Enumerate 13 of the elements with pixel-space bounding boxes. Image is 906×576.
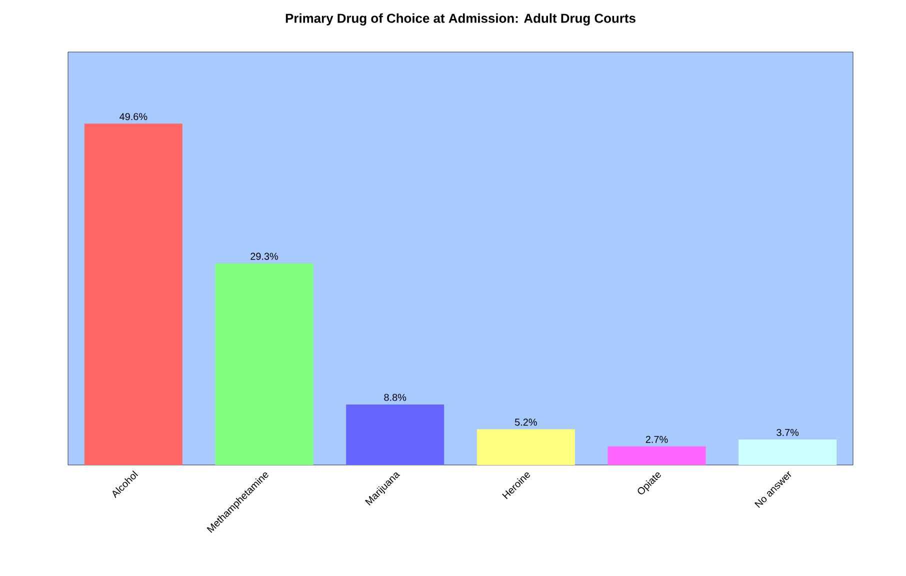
data-label: 29.3%	[250, 252, 278, 260]
data-label: 3.7%	[776, 428, 799, 436]
bar	[738, 440, 837, 465]
data-label: 49.6%	[120, 113, 148, 120]
data-label: 5.2%	[514, 418, 537, 426]
data-label: 2.7%	[646, 436, 668, 443]
bar	[215, 263, 314, 465]
bar	[476, 429, 575, 465]
bar	[608, 446, 706, 465]
bar	[346, 404, 444, 465]
chart-title: Primary Drug of Choice at Admission: Adult Drug Courts	[286, 13, 636, 26]
data-label: 8.8%	[384, 394, 406, 401]
bar	[84, 124, 182, 465]
